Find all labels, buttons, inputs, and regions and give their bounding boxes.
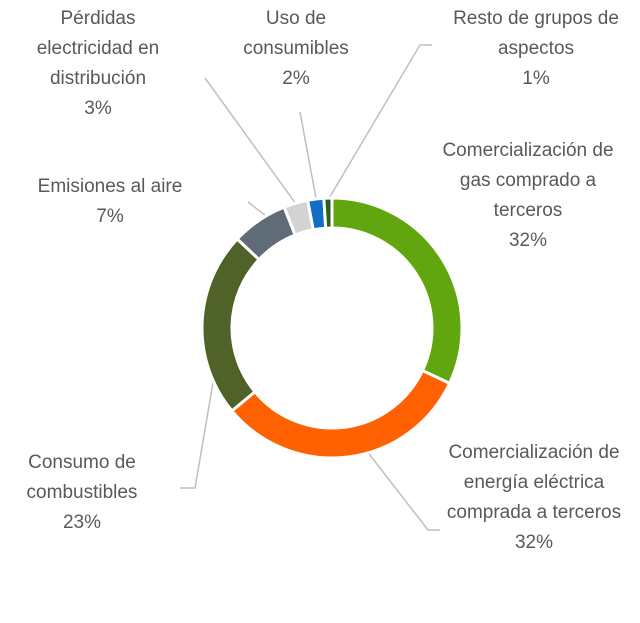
donut-segment [200, 236, 262, 413]
value-label: 23% [62, 512, 102, 533]
data-label: Resto de grupos de aspectos 1% [446, 4, 626, 94]
category-label: Pérdidas electricidad en distribución [36, 8, 160, 89]
data-label: Emisiones al aire 7% [10, 172, 210, 232]
donut-segment [229, 368, 452, 460]
category-label: Comercialización de energía eléctrica co… [446, 442, 622, 523]
value-label: 2% [282, 68, 310, 89]
category-label: Resto de grupos de aspectos [453, 8, 619, 59]
value-label: 32% [508, 230, 548, 251]
donut-segment [322, 196, 334, 230]
value-label: 1% [522, 68, 550, 89]
data-label: Consumo de combustibles 23% [2, 448, 162, 538]
data-label: Pérdidas electricidad en distribución 3% [10, 4, 186, 124]
data-label: Comercialización de gas comprado a terce… [428, 136, 628, 256]
value-label: 3% [84, 98, 112, 119]
category-label: Comercialización de gas comprado a terce… [442, 140, 614, 221]
category-label: Emisiones al aire [37, 176, 183, 197]
leader-line [247, 201, 267, 217]
value-label: 7% [96, 206, 124, 227]
category-label: Uso de consumibles [243, 8, 349, 59]
data-label: Comercialización de energía eléctrica co… [446, 438, 622, 558]
leader-line [327, 44, 432, 201]
leader-line [299, 111, 317, 199]
leader-line [365, 449, 440, 531]
leader-line [204, 77, 297, 205]
value-label: 32% [514, 532, 554, 553]
data-label: Uso de consumibles 2% [226, 4, 366, 94]
category-label: Consumo de combustibles [26, 452, 138, 503]
